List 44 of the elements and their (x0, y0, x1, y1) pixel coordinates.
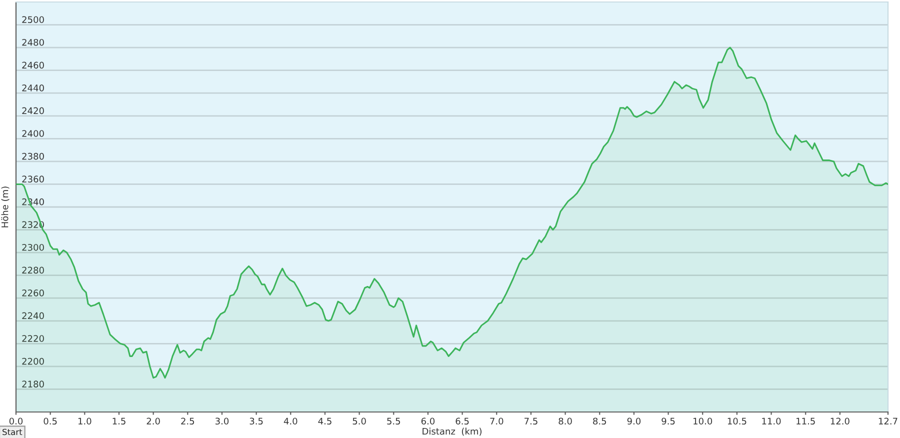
x-tick-label: 12.0 (830, 418, 850, 425)
x-tick-label: 0.0 (9, 418, 23, 425)
x-tick-label: 1.0 (78, 418, 92, 425)
x-tick-label: 8.5 (593, 418, 606, 425)
y-tick-label: 2480 (22, 38, 44, 46)
x-tick-label: 0.5 (44, 418, 57, 425)
x-tick-label: 9.0 (627, 418, 641, 425)
y-tick-label: 2400 (22, 130, 44, 137)
x-tick-label: 3.0 (215, 418, 229, 425)
y-tick-label: 2200 (22, 358, 44, 365)
x-tick-label: 9.5 (662, 418, 675, 425)
x-tick-label: 8.0 (558, 418, 572, 425)
x-tick-label: 4.0 (284, 418, 298, 425)
x-tick-label: 5.5 (387, 418, 400, 425)
y-tick-label: 2220 (22, 335, 44, 342)
x-tick-label: 3.5 (250, 418, 263, 425)
y-tick-label: 2260 (22, 290, 44, 296)
x-tick-label: 10.0 (694, 418, 712, 425)
x-tick-label: 11.0 (762, 418, 781, 425)
x-tick-label: 11.5 (796, 418, 815, 425)
y-tick-label: 2420 (22, 107, 44, 114)
x-tick-label: 5.0 (352, 418, 366, 425)
y-tick-label: 2360 (22, 176, 44, 182)
y-tick-label: 2440 (22, 84, 44, 92)
x-axis-title: Distanz (km) (422, 428, 482, 436)
y-tick-label: 2300 (22, 244, 44, 251)
x-tick-label: 12.7 (878, 418, 898, 424)
x-tick-label: 7.5 (524, 418, 538, 425)
y-tick-label: 2380 (22, 152, 44, 160)
y-axis-title: Höhe (m) (1, 186, 10, 228)
x-tick-label: 2.0 (146, 418, 160, 425)
x-tick-label: 6.5 (456, 418, 469, 425)
x-tick-label: 1.5 (112, 418, 126, 425)
x-tick-label: 2.5 (181, 418, 194, 425)
y-tick-label: 2280 (22, 266, 44, 274)
x-tick-label: 10.5 (728, 418, 746, 425)
y-tick-label: 2500 (22, 16, 44, 24)
x-tick-label: 6.0 (421, 418, 435, 425)
text: Start (2, 428, 22, 436)
y-tick-label: 2180 (22, 380, 44, 388)
y-tick-label: 2240 (22, 312, 44, 320)
y-tick-label: 2460 (22, 62, 44, 69)
x-tick-label: 7.0 (490, 418, 504, 425)
x-tick-label: 4.5 (318, 418, 332, 425)
